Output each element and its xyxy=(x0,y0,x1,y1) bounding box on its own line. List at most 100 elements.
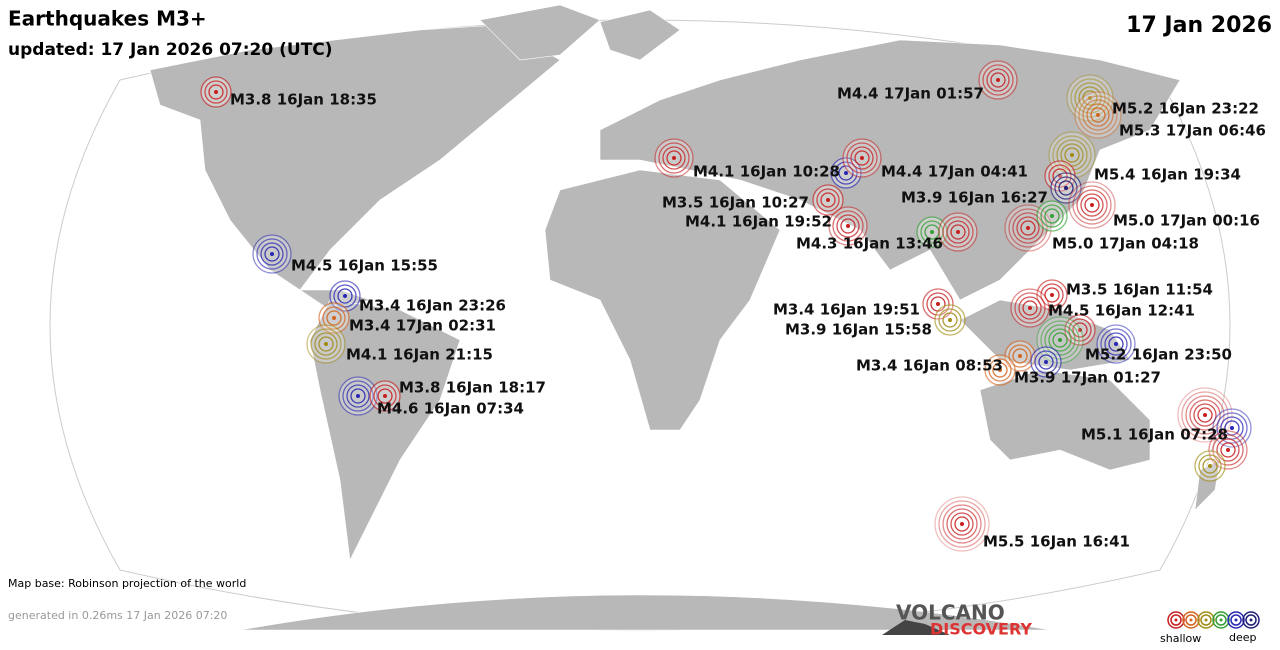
marker-ring xyxy=(260,242,284,266)
marker-ring xyxy=(318,336,334,352)
marker-dot xyxy=(1058,338,1062,342)
quake-label: M3.5 16Jan 10:27 xyxy=(662,194,809,212)
marker-ring xyxy=(954,516,970,532)
quake-label: M5.1 16Jan 07:28 xyxy=(1081,426,1228,444)
quake-label: M3.8 16Jan 18:17 xyxy=(399,379,546,397)
marker-ring xyxy=(846,142,878,174)
marker-dot xyxy=(1064,186,1068,190)
legend-ring xyxy=(1170,614,1182,626)
marker-ring xyxy=(1189,399,1221,431)
marker-ring xyxy=(992,362,1008,378)
marker-ring xyxy=(326,310,342,326)
marker-ring xyxy=(938,308,962,332)
quake-label: M4.5 16Jan 15:55 xyxy=(291,257,438,275)
marker-ring xyxy=(1076,189,1108,221)
legend-dot xyxy=(1234,618,1238,622)
marker-ring xyxy=(1197,407,1213,423)
legend-deep: deep xyxy=(1229,631,1257,644)
legend-ring xyxy=(1242,611,1260,629)
marker-dot xyxy=(846,224,850,228)
marker-dot xyxy=(1078,328,1082,332)
marker-ring xyxy=(836,214,860,238)
marker-ring xyxy=(938,500,986,548)
marker-ring xyxy=(264,246,280,262)
marker-dot xyxy=(343,294,347,298)
marker-ring xyxy=(662,146,686,170)
marker-dot xyxy=(672,156,676,160)
marker-dot xyxy=(956,230,960,234)
marker-ring xyxy=(1052,168,1068,184)
marker-dot xyxy=(1050,293,1054,297)
marker-ring xyxy=(1202,458,1218,474)
marker-ring xyxy=(1014,292,1046,324)
marker-ring xyxy=(1040,320,1080,360)
quake-label: M3.8 16Jan 18:35 xyxy=(230,91,377,109)
marker-ring xyxy=(1074,82,1106,114)
marker-ring xyxy=(1054,176,1078,200)
marker-dot xyxy=(1018,354,1022,358)
marker-ring xyxy=(1084,197,1100,213)
marker-ring xyxy=(942,216,974,248)
marker-ring xyxy=(942,312,958,328)
marker-dot xyxy=(1203,413,1207,417)
marker-ring xyxy=(1100,328,1132,360)
marker-ring xyxy=(1008,344,1032,368)
quake-label: M5.2 16Jan 23:50 xyxy=(1085,346,1232,364)
marker-dot xyxy=(844,171,848,175)
marker-ring xyxy=(1082,90,1098,106)
date: 17 Jan 2026 xyxy=(1126,13,1272,38)
marker-ring xyxy=(1078,86,1102,110)
marker-dot xyxy=(1028,306,1032,310)
marker-ring xyxy=(1044,208,1060,224)
quake-label: M5.4 16Jan 19:34 xyxy=(1094,166,1241,184)
marker-dot xyxy=(1050,214,1054,218)
title: Earthquakes M3+ xyxy=(8,7,207,31)
quake-label: M4.3 16Jan 13:46 xyxy=(796,235,943,253)
legend-ring xyxy=(1167,611,1185,629)
legend-shallow: shallow xyxy=(1160,632,1201,645)
labels: M3.8 16Jan 18:35 M4.4 17Jan 01:57 M5.2 16J… xyxy=(230,85,1266,551)
quake-label: M3.9 16Jan 16:27 xyxy=(901,189,1048,207)
legend-ring xyxy=(1245,614,1257,626)
marker-dot xyxy=(1114,342,1118,346)
marker-ring xyxy=(346,384,370,408)
marker-ring xyxy=(854,150,870,166)
marker-ring xyxy=(1090,107,1106,123)
marker-ring xyxy=(1220,442,1236,458)
marker-dot xyxy=(948,318,952,322)
marker-ring xyxy=(946,508,978,540)
marker-ring xyxy=(950,512,974,536)
marker-ring xyxy=(1072,185,1112,225)
marker-ring xyxy=(1068,318,1092,342)
marker-ring xyxy=(337,288,353,304)
map-base: Map base: Robinson projection of the wor… xyxy=(8,577,246,590)
marker-ring xyxy=(1082,99,1114,131)
marker-ring xyxy=(1016,216,1040,240)
marker-ring xyxy=(832,210,864,242)
marker-ring xyxy=(1048,164,1072,188)
legend-dot xyxy=(1249,618,1253,622)
marker-ring xyxy=(1012,348,1028,364)
marker-ring xyxy=(377,388,393,404)
marker-ring xyxy=(990,72,1006,88)
quake-label: M4.1 16Jan 21:15 xyxy=(346,346,493,364)
marker-ring xyxy=(1193,403,1217,427)
quake-label: M5.0 17Jan 00:16 xyxy=(1113,212,1260,230)
marker-ring xyxy=(1198,454,1222,478)
marker-ring xyxy=(1220,416,1244,440)
marker-dot xyxy=(383,394,387,398)
marker-dot xyxy=(1070,153,1074,157)
marker-dot xyxy=(1044,360,1048,364)
quake-label: M3.4 16Jan 08:53 xyxy=(856,357,1003,375)
marker-ring xyxy=(666,150,682,166)
logo-icon xyxy=(882,620,950,635)
quake-label: M3.4 17Jan 02:31 xyxy=(349,317,496,335)
legend-ring xyxy=(1215,614,1227,626)
legend-dot xyxy=(1204,618,1208,622)
marker-ring xyxy=(838,165,854,181)
marker-ring xyxy=(373,384,397,408)
legend-ring xyxy=(1230,614,1242,626)
marker-ring xyxy=(926,292,950,316)
legend-dot xyxy=(1189,618,1193,622)
marker-dot xyxy=(1096,113,1100,117)
